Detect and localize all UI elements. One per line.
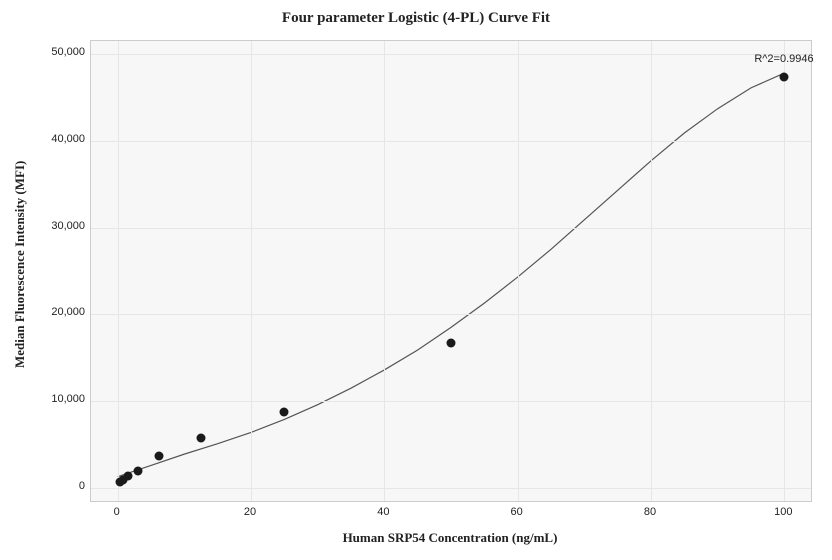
data-point — [124, 471, 133, 480]
y-axis-label: Median Fluorescence Intensity (MFI) — [12, 168, 28, 368]
data-point — [447, 339, 456, 348]
data-point — [280, 407, 289, 416]
data-point — [780, 73, 789, 82]
gridline-vertical — [651, 41, 652, 501]
gridline-vertical — [118, 41, 119, 501]
gridline-horizontal — [91, 401, 811, 402]
data-point — [197, 433, 206, 442]
plot-area: R^2=0.9946 — [90, 40, 812, 502]
fitted-curve — [91, 41, 811, 501]
y-tick-label: 50,000 — [25, 46, 85, 58]
y-tick-label: 30,000 — [25, 220, 85, 232]
gridline-vertical — [384, 41, 385, 501]
y-tick-label: 10,000 — [25, 393, 85, 405]
data-point — [134, 467, 143, 476]
data-point — [155, 451, 164, 460]
x-axis-label: Human SRP54 Concentration (ng/mL) — [90, 530, 810, 546]
gridline-vertical — [518, 41, 519, 501]
x-tick-label: 100 — [763, 506, 803, 518]
chart-container: Four parameter Logistic (4-PL) Curve Fit… — [0, 0, 832, 560]
gridline-horizontal — [91, 314, 811, 315]
x-tick-label: 40 — [363, 506, 403, 518]
x-tick-label: 60 — [497, 506, 537, 518]
gridline-vertical — [251, 41, 252, 501]
y-tick-label: 0 — [25, 480, 85, 492]
x-tick-label: 0 — [97, 506, 137, 518]
chart-title: Four parameter Logistic (4-PL) Curve Fit — [0, 10, 832, 27]
x-tick-label: 20 — [230, 506, 270, 518]
x-tick-label: 80 — [630, 506, 670, 518]
gridline-horizontal — [91, 141, 811, 142]
gridline-vertical — [784, 41, 785, 501]
gridline-horizontal — [91, 228, 811, 229]
r-squared-annotation: R^2=0.9946 — [754, 53, 813, 65]
y-tick-label: 40,000 — [25, 133, 85, 145]
gridline-horizontal — [91, 54, 811, 55]
y-tick-label: 20,000 — [25, 306, 85, 318]
gridline-horizontal — [91, 488, 811, 489]
